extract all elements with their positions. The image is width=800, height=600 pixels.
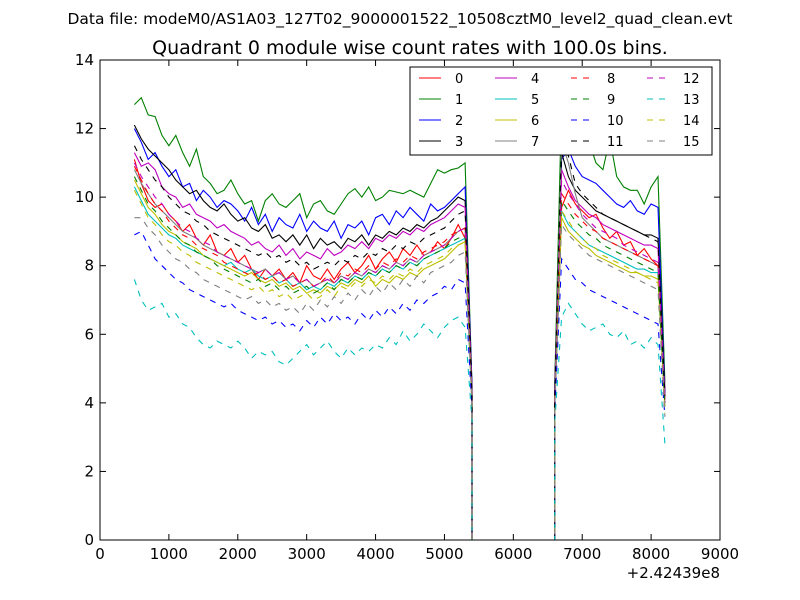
series-line-0 <box>133 159 666 541</box>
x-tick-label: 6000 <box>494 545 532 563</box>
series-line-15 <box>134 217 666 541</box>
legend-label-4: 4 <box>531 72 539 87</box>
series-line-8 <box>133 166 666 541</box>
x-tick-label: 7000 <box>563 545 601 563</box>
axes: 0 1000 2000 3000 4000 5000 6000 7000 8000 9000 0 2 4… <box>75 51 739 563</box>
series-line-10 <box>134 230 666 541</box>
y-tick-label: 14 <box>75 51 94 69</box>
x-tick-label: 5000 <box>425 545 463 563</box>
series-line-6 <box>133 179 666 541</box>
legend-label-13: 13 <box>683 93 700 108</box>
legend-label-9: 9 <box>607 93 615 108</box>
legend-label-6: 6 <box>531 114 539 129</box>
x-tick-label: 0 <box>95 545 105 563</box>
legend-label-15: 15 <box>683 135 700 150</box>
x-tick-label: 9000 <box>701 545 739 563</box>
legend-label-11: 11 <box>607 135 624 150</box>
legend-label-3: 3 <box>455 135 463 150</box>
y-tick-label: 0 <box>84 531 94 549</box>
chart-title: Quadrant 0 module wise count rates with … <box>152 37 668 59</box>
series-line-3 <box>133 124 666 541</box>
series-line-13 <box>133 279 666 541</box>
x-tick-label: 2000 <box>219 545 257 563</box>
data-file-title: Data file: modeM0/AS1A03_127T02_90000015… <box>67 10 732 29</box>
series-line-5 <box>133 186 666 541</box>
y-tick-label: 10 <box>75 188 94 206</box>
legend-label-12: 12 <box>683 72 700 87</box>
legend-label-7: 7 <box>531 135 539 150</box>
legend-box <box>409 66 713 156</box>
x-tick-label: 4000 <box>356 545 394 563</box>
x-tick-label: 8000 <box>632 545 670 563</box>
series-line-1 <box>134 96 666 541</box>
legend-label-2: 2 <box>455 114 463 129</box>
y-tick-label: 12 <box>75 120 94 138</box>
legend-label-8: 8 <box>607 72 615 87</box>
y-tick-label: 2 <box>84 462 94 480</box>
x-tick-label: 3000 <box>288 545 326 563</box>
series-line-11 <box>133 142 666 541</box>
series-lines <box>133 96 666 541</box>
y-tick-label: 8 <box>84 257 94 275</box>
series-line-2 <box>133 128 666 541</box>
legend-label-10: 10 <box>607 114 624 129</box>
y-tick-label: 6 <box>84 325 94 343</box>
legend-label-5: 5 <box>531 93 539 108</box>
series-line-9 <box>133 176 666 541</box>
x-offset-label: +2.42439e8 <box>627 564 720 582</box>
series-line-4 <box>133 152 666 541</box>
series-line-12 <box>133 162 666 541</box>
y-tick-label: 4 <box>84 394 94 412</box>
series-line-14 <box>133 190 666 541</box>
x-tick-label: 1000 <box>150 545 188 563</box>
legend-label-14: 14 <box>683 114 700 129</box>
plot-frame <box>99 59 721 541</box>
legend-label-1: 1 <box>455 93 463 108</box>
legend-label-0: 0 <box>455 72 463 87</box>
